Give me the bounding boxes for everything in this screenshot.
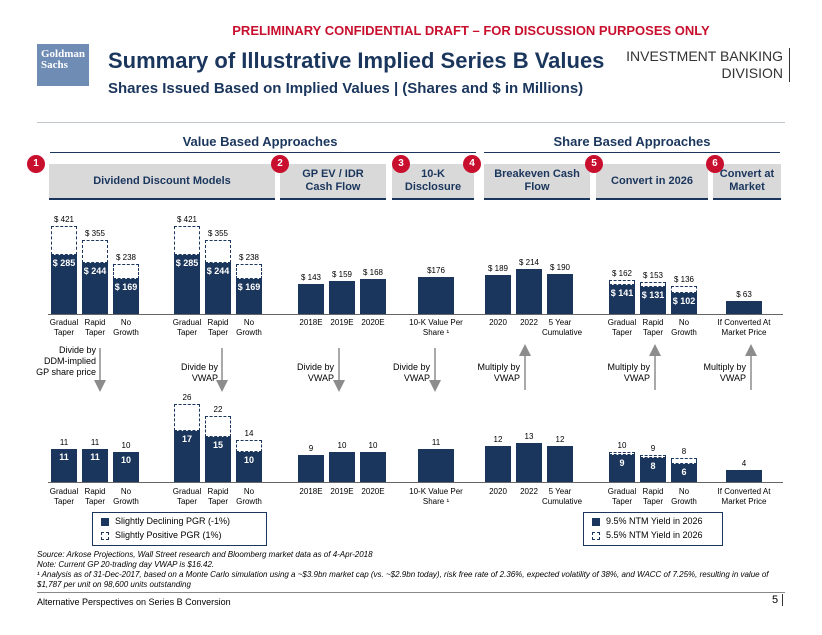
step-2-badge: 2 <box>271 155 289 173</box>
legend-pgr: Slightly Declining PGR (-1%) Slightly Po… <box>92 512 267 546</box>
arrow-label-5: Multiply by VWAP <box>477 362 520 383</box>
arrow-label-6: Multiply by VWAP <box>607 362 650 383</box>
arrow-label-7: Multiply by VWAP <box>703 362 746 383</box>
step-6-badge: 6 <box>706 155 724 173</box>
footer-divider <box>37 592 785 593</box>
arrow-label-4: Divide by VWAP <box>392 362 430 383</box>
legend-yield-95: 9.5% NTM Yield in 2026 <box>592 516 714 530</box>
solid-swatch-icon <box>101 517 109 526</box>
legend-yield-55: 5.5% NTM Yield in 2026 <box>592 530 714 544</box>
footnote-source: Source: Arkose Projections, Wall Street … <box>37 550 373 559</box>
step-1-badge: 1 <box>27 155 45 173</box>
arrow-label-3: Divide by VWAP <box>296 362 334 383</box>
header-breakeven: Breakeven Cash Flow <box>484 164 590 200</box>
legend-pgr-declining: Slightly Declining PGR (-1%) <box>101 516 258 530</box>
solid-swatch-icon <box>592 517 600 526</box>
goldman-sachs-logo: Goldman Sachs <box>37 44 89 86</box>
page-subtitle: Shares Issued Based on Implied Values | … <box>108 80 584 97</box>
page-number: 5 <box>772 594 784 606</box>
section-value-rule <box>50 152 476 153</box>
arrow-label-1: Divide by DDM-implied GP share price <box>36 345 96 377</box>
header-dividend-discount: Dividend Discount Models <box>49 164 275 200</box>
dashed-swatch-icon <box>592 531 600 540</box>
header-convert-2026: Convert in 2026 <box>596 164 708 200</box>
section-share-rule <box>484 152 780 153</box>
footnote-note: Note: Current GP 20-trading day VWAP is … <box>37 560 215 569</box>
page-title: Summary of Illustrative Implied Series B… <box>108 48 605 73</box>
legend-yield: 9.5% NTM Yield in 2026 5.5% NTM Yield in… <box>583 512 723 546</box>
header-gp-ev: GP EV / IDR Cash Flow <box>280 164 386 200</box>
draft-banner: PRELIMINARY CONFIDENTIAL DRAFT – FOR DIS… <box>232 23 710 38</box>
step-5-badge: 5 <box>585 155 603 173</box>
step-4-badge: 4 <box>463 155 481 173</box>
step-3-badge: 3 <box>392 155 410 173</box>
division-line-2: DIVISION <box>721 65 783 81</box>
footer-title: Alternative Perspectives on Series B Con… <box>37 597 231 607</box>
division-label: INVESTMENT BANKING DIVISION <box>626 48 790 82</box>
arrow-label-2: Divide by VWAP <box>180 362 218 383</box>
division-line-1: INVESTMENT BANKING <box>626 48 783 64</box>
section-share-title: Share Based Approaches <box>553 134 711 149</box>
dashed-swatch-icon <box>101 531 109 540</box>
header-convert-market: Convert at Market <box>713 164 781 200</box>
header-10k: 10-K Disclosure <box>392 164 474 200</box>
footnote-1: ¹ Analysis as of 31-Dec-2017, based on a… <box>37 570 769 589</box>
title-divider <box>37 122 785 123</box>
legend-pgr-positive: Slightly Positive PGR (1%) <box>101 530 258 544</box>
section-value-title: Value Based Approaches <box>182 134 338 149</box>
